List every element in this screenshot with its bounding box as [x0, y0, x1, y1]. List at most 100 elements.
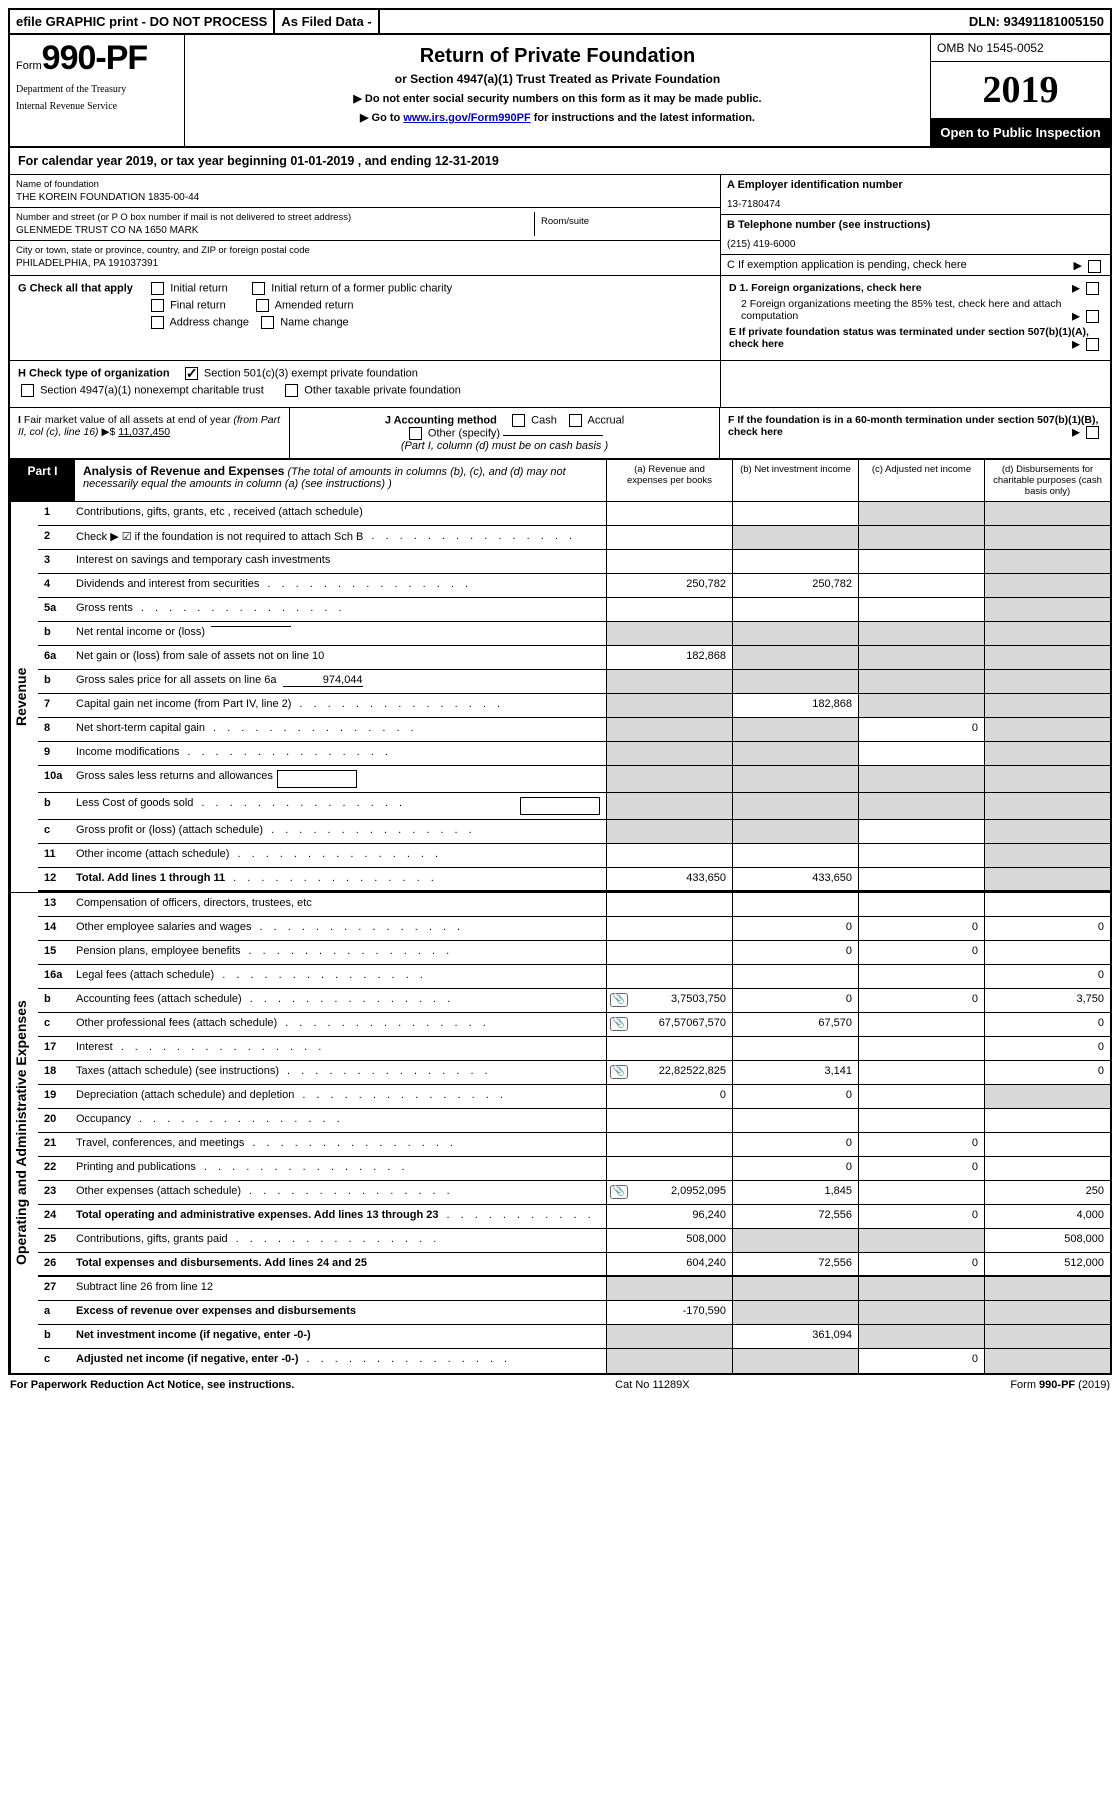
- line-number: 22: [38, 1157, 76, 1180]
- data-cell-b: [732, 646, 858, 669]
- data-cell-c: [858, 1085, 984, 1108]
- form-number: 990-PF: [42, 39, 148, 77]
- line-number: 9: [38, 742, 76, 765]
- line-number: 24: [38, 1205, 76, 1228]
- entity-block: Name of foundation THE KOREIN FOUNDATION…: [8, 175, 1112, 276]
- h-4947[interactable]: [21, 384, 34, 397]
- calendar-year-line: For calendar year 2019, or tax year begi…: [8, 148, 1112, 175]
- line-number: 19: [38, 1085, 76, 1108]
- data-cell-d: [984, 820, 1110, 843]
- exemption-checkbox[interactable]: [1088, 260, 1101, 273]
- data-cell-a: [606, 1133, 732, 1156]
- dept-treasury: Department of the Treasury: [16, 84, 178, 95]
- line-description: Gross sales less returns and allowances: [76, 766, 606, 792]
- data-cell-c: 0: [858, 917, 984, 940]
- attachment-icon[interactable]: 📎: [610, 1017, 628, 1031]
- data-cell-b: [732, 526, 858, 549]
- f-checkbox[interactable]: [1086, 426, 1099, 439]
- table-row: 14Other employee salaries and wages. . .…: [38, 917, 1110, 941]
- g-address-change[interactable]: [151, 316, 164, 329]
- data-cell-c: [858, 1109, 984, 1132]
- g-amended[interactable]: [256, 299, 269, 312]
- line-number: 26: [38, 1253, 76, 1275]
- table-row: cOther professional fees (attach schedul…: [38, 1013, 1110, 1037]
- entity-left: Name of foundation THE KOREIN FOUNDATION…: [10, 175, 720, 275]
- g-initial-former[interactable]: [252, 282, 265, 295]
- data-cell-d: 4,000: [984, 1205, 1110, 1228]
- attachment-icon[interactable]: 📎: [610, 1065, 628, 1079]
- omb-number: OMB No 1545-0052: [931, 35, 1110, 62]
- data-cell-d: 0: [984, 965, 1110, 988]
- data-cell-b: 1,845: [732, 1181, 858, 1204]
- data-cell-c: [858, 820, 984, 843]
- line-number: b: [38, 793, 76, 819]
- data-cell-b: [732, 766, 858, 792]
- line-description: Capital gain net income (from Part IV, l…: [76, 694, 606, 717]
- data-cell-c: [858, 622, 984, 645]
- data-cell-a: [606, 742, 732, 765]
- data-cell-a: 22,825📎22,825: [606, 1061, 732, 1084]
- line-description: Gross profit or (loss) (attach schedule)…: [76, 820, 606, 843]
- table-row: bAccounting fees (attach schedule). . . …: [38, 989, 1110, 1013]
- line-description: Occupancy. . . . . . . . . . . . . . .: [76, 1109, 606, 1132]
- data-cell-b: [732, 893, 858, 916]
- table-row: 17Interest. . . . . . . . . . . . . . .0: [38, 1037, 1110, 1061]
- data-cell-b: [732, 1301, 858, 1324]
- data-cell-a: [606, 844, 732, 867]
- h-501c3[interactable]: [185, 367, 198, 380]
- data-cell-d: [984, 742, 1110, 765]
- g-name-change[interactable]: [261, 316, 274, 329]
- data-cell-a: [606, 1157, 732, 1180]
- line-description: Net gain or (loss) from sale of assets n…: [76, 646, 606, 669]
- attachment-icon[interactable]: 📎: [610, 1185, 628, 1199]
- data-cell-d: [984, 718, 1110, 741]
- table-row: 6aNet gain or (loss) from sale of assets…: [38, 646, 1110, 670]
- table-row: 9Income modifications. . . . . . . . . .…: [38, 742, 1110, 766]
- attachment-icon[interactable]: 📎: [610, 993, 628, 1007]
- line-description: Interest. . . . . . . . . . . . . . .: [76, 1037, 606, 1060]
- data-cell-b: 361,094: [732, 1325, 858, 1348]
- line-number: 3: [38, 550, 76, 573]
- j-accrual[interactable]: [569, 414, 582, 427]
- data-cell-d: [984, 502, 1110, 525]
- g-initial-return[interactable]: [151, 282, 164, 295]
- data-cell-c: [858, 694, 984, 717]
- data-cell-d: 508,000: [984, 1229, 1110, 1252]
- line-description: Contributions, gifts, grants, etc , rece…: [76, 502, 606, 525]
- data-cell-b: [732, 844, 858, 867]
- data-cell-a: [606, 1109, 732, 1132]
- data-cell-b: [732, 1277, 858, 1300]
- j-other[interactable]: [409, 427, 422, 440]
- data-cell-d: [984, 598, 1110, 621]
- line-description: Taxes (attach schedule) (see instruction…: [76, 1061, 606, 1084]
- table-row: 16aLegal fees (attach schedule). . . . .…: [38, 965, 1110, 989]
- data-cell-c: [858, 1181, 984, 1204]
- data-cell-d: [984, 868, 1110, 890]
- data-cell-b: [732, 598, 858, 621]
- table-row: 20Occupancy. . . . . . . . . . . . . . .: [38, 1109, 1110, 1133]
- foundation-name-cell: Name of foundation THE KOREIN FOUNDATION…: [10, 175, 720, 208]
- line-number: 21: [38, 1133, 76, 1156]
- line-number: 4: [38, 574, 76, 597]
- data-cell-b: 0: [732, 1157, 858, 1180]
- line-description: Compensation of officers, directors, tru…: [76, 893, 606, 916]
- data-cell-d: 0: [984, 1061, 1110, 1084]
- g-final-return[interactable]: [151, 299, 164, 312]
- d2-checkbox[interactable]: [1086, 310, 1099, 323]
- table-row: cAdjusted net income (if negative, enter…: [38, 1349, 1110, 1373]
- col-c-header: (c) Adjusted net income: [858, 460, 984, 501]
- h-other-taxable[interactable]: [285, 384, 298, 397]
- e-checkbox[interactable]: [1086, 338, 1099, 351]
- table-row: 12Total. Add lines 1 through 11. . . . .…: [38, 868, 1110, 892]
- irs-link[interactable]: www.irs.gov/Form990PF: [403, 112, 530, 124]
- line-description: Other professional fees (attach schedule…: [76, 1013, 606, 1036]
- topbar-mid: As Filed Data -: [275, 10, 379, 33]
- data-cell-a: 67,570📎67,570: [606, 1013, 732, 1036]
- j-cash[interactable]: [512, 414, 525, 427]
- data-cell-c: 0: [858, 1253, 984, 1275]
- topbar-left: efile GRAPHIC print - DO NOT PROCESS: [10, 10, 275, 33]
- d1-checkbox[interactable]: [1086, 282, 1099, 295]
- data-cell-d: [984, 670, 1110, 693]
- data-cell-b: [732, 502, 858, 525]
- data-cell-c: [858, 893, 984, 916]
